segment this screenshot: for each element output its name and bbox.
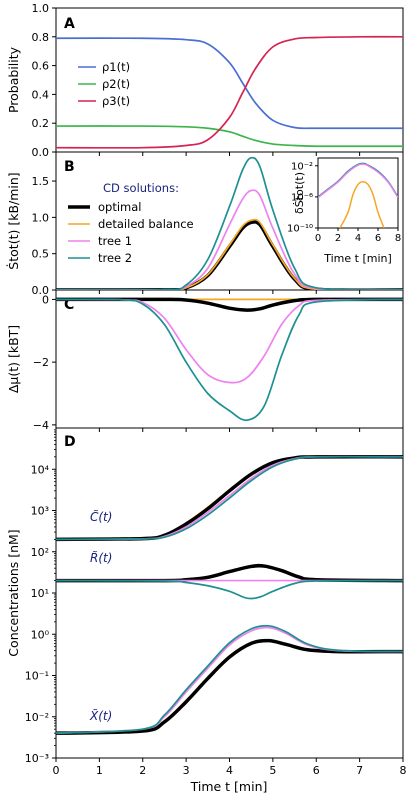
panel-d-ytick-label: 10² xyxy=(31,546,49,559)
panel-letter-a: A xyxy=(64,16,75,32)
legend-label-tree2: tree 2 xyxy=(98,251,132,265)
xtick-label: 7 xyxy=(356,764,363,777)
panel-b-ytick-label: 0.0 xyxy=(32,284,50,297)
series-tree-2 xyxy=(56,156,403,290)
panel-letter-d: D xyxy=(64,434,76,450)
panel-d-ytick-label: 10³ xyxy=(31,505,49,518)
panel-d-ytick-label: 10⁰ xyxy=(31,628,50,641)
xtick-label: 6 xyxy=(313,764,320,777)
panel-b-ytick-label: 1.5 xyxy=(32,175,50,188)
xtick-label: 1 xyxy=(96,764,103,777)
panel-d-ytick-label: 10⁴ xyxy=(31,463,50,476)
legend-label-tree1: tree 1 xyxy=(98,234,132,248)
series-r-t-tree-2 xyxy=(56,579,403,600)
panel-c-ylabel: Δμ(t) [kBT] xyxy=(6,325,21,393)
inset-series-tree-1 xyxy=(318,163,398,199)
x-axis-label: Time t [min] xyxy=(190,779,268,794)
inset-xtick-label: 8 xyxy=(395,233,401,244)
panel-c-ytick-label: −2 xyxy=(33,356,49,369)
series-r-t-optimal xyxy=(56,563,403,583)
panel-letter-b: B xyxy=(64,159,75,175)
series-c-t-tree-2 xyxy=(56,455,403,541)
inset-ytick-label: 10⁻¹⁰ xyxy=(287,224,313,235)
panel-letter-c: C xyxy=(64,297,74,313)
curve-label-c: C̃(t) xyxy=(90,510,112,524)
panel-d-ytick-label: 10⁻¹ xyxy=(25,670,49,683)
xtick-label: 0 xyxy=(53,764,60,777)
panel-a-series-group xyxy=(56,35,403,149)
panel-b-inset: δṠtot(t) Time t [min] 10⁻² 10⁻⁶ 10⁻¹⁰0 2 4 6 8 xyxy=(287,157,401,265)
series-x-t-optimal xyxy=(56,638,403,735)
series-tree-2 xyxy=(56,298,403,422)
panel-b-ylabel: Ṡtot(t) [kB/min] xyxy=(5,172,21,269)
legend-label-optimal: optimal xyxy=(98,200,141,214)
panel-b-series-group xyxy=(56,156,403,290)
panel-d-series-group xyxy=(56,455,403,735)
panel-c-ytick-label: −4 xyxy=(33,419,49,432)
inset-xtick-label: 6 xyxy=(375,233,381,244)
xtick-label: 3 xyxy=(183,764,190,777)
inset-xtick-label: 0 xyxy=(315,233,321,244)
panel-a-legend: ρ1(t) ρ2(t) ρ3(t) xyxy=(78,60,130,108)
inset-series-detailed-balance xyxy=(339,180,385,228)
legend-label-rho2: ρ2(t) xyxy=(102,77,130,91)
panel-a-ytick-label: 0.0 xyxy=(32,146,50,159)
inset-xtick-label: 4 xyxy=(355,233,361,244)
tick-layer: 0.0 0.2 0.4 0.6 0.8 1.0 0.0 0.5 1.0 1.5 0 −2 −4 10⁻³ 1… xyxy=(25,2,407,777)
series-3-t xyxy=(56,35,403,149)
panel-d-ytick-label: 10¹ xyxy=(31,587,49,600)
series-tree-1 xyxy=(56,298,403,384)
inset-ytick-label: 10⁻² xyxy=(291,161,313,172)
panel-b-ytick-label: 0.5 xyxy=(32,248,50,261)
series-2-t xyxy=(56,125,403,148)
panel-a-ytick-label: 0.2 xyxy=(32,117,50,130)
panel-b-legend: CD solutions: optimal detailed balance t… xyxy=(68,181,194,265)
legend-label-rho1: ρ1(t) xyxy=(102,60,130,74)
panel-c-frame xyxy=(55,289,404,429)
panel-d-ylabel: Concentrations [nM] xyxy=(6,529,21,656)
panel-a-ytick-label: 0.8 xyxy=(32,31,50,44)
panel-a-ylabel: Probability xyxy=(6,46,21,113)
xtick-label: 2 xyxy=(139,764,146,777)
series-optimal xyxy=(56,297,403,312)
series-x-t-tree-2 xyxy=(56,624,403,735)
panel-c-ytick-label: 0 xyxy=(42,293,49,306)
curve-label-r: R̃(t) xyxy=(90,551,112,565)
xtick-label: 8 xyxy=(400,764,407,777)
panel-a-ytick-label: 1.0 xyxy=(32,2,50,15)
inset-series-group xyxy=(318,162,398,228)
panel-d-ytick-label: 10⁻³ xyxy=(25,752,49,765)
panel-a-ytick-label: 0.6 xyxy=(32,60,50,73)
inset-layer: 10⁻² 10⁻⁶ 10⁻¹⁰0 2 4 6 8 xyxy=(287,161,401,244)
inset-ytick-label: 10⁻⁶ xyxy=(291,192,313,203)
panel-c-series-group xyxy=(56,297,403,422)
legend-label-detailed-balance: detailed balance xyxy=(98,217,194,231)
series-1-t xyxy=(56,37,403,130)
inset-frame xyxy=(317,157,399,229)
panel-a-ytick-label: 0.4 xyxy=(32,88,50,101)
inset-xlabel: Time t [min] xyxy=(323,252,392,265)
legend-label-rho3: ρ3(t) xyxy=(102,94,130,108)
xtick-label: 4 xyxy=(226,764,233,777)
series-layer xyxy=(56,35,403,735)
inset-xtick-label: 2 xyxy=(335,233,341,244)
curve-label-x: X̃(t) xyxy=(89,709,112,723)
legend-title-cd: CD solutions: xyxy=(103,181,179,195)
inset-ylabel: δṠtot(t) xyxy=(293,172,306,214)
panel-d-ytick-label: 10⁻² xyxy=(25,711,49,724)
panel-b-ytick-label: 1.0 xyxy=(32,211,50,224)
xtick-label: 5 xyxy=(269,764,276,777)
